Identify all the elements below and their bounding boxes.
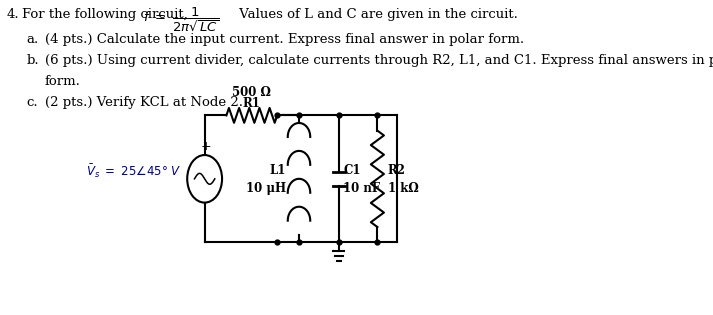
Text: R2: R2	[388, 164, 406, 177]
Text: (4 pts.) Calculate the input current. Express final answer in polar form.: (4 pts.) Calculate the input current. Ex…	[45, 33, 524, 46]
Text: b.: b.	[27, 54, 39, 67]
Text: 500 Ω: 500 Ω	[232, 86, 271, 99]
Text: C1: C1	[343, 164, 361, 177]
Text: (6 pts.) Using current divider, calculate currents through R2, L1, and C1. Expre: (6 pts.) Using current divider, calculat…	[45, 54, 713, 67]
Text: For the following circuit,: For the following circuit,	[21, 8, 192, 21]
Text: 10 nF: 10 nF	[343, 182, 381, 195]
Text: L1: L1	[270, 164, 286, 177]
Text: R1: R1	[243, 97, 261, 111]
Text: Values of L and C are given in the circuit.: Values of L and C are given in the circu…	[235, 8, 518, 21]
Text: a.: a.	[27, 33, 39, 46]
Text: $\bar{V}_s\ =\ 25\angle 45°\ V$: $\bar{V}_s\ =\ 25\angle 45°\ V$	[86, 162, 181, 180]
Text: +: +	[201, 140, 211, 153]
Text: (2 pts.) Verify KCL at Node 2.: (2 pts.) Verify KCL at Node 2.	[45, 95, 243, 109]
Text: form.: form.	[45, 75, 81, 88]
Text: 4.: 4.	[6, 8, 19, 21]
Text: 1 kΩ: 1 kΩ	[388, 182, 419, 195]
Text: 10 μH: 10 μH	[246, 182, 286, 195]
Text: $f\ =\ \dfrac{1}{2\pi\sqrt{LC}}$: $f\ =\ \dfrac{1}{2\pi\sqrt{LC}}$	[143, 5, 220, 34]
Text: c.: c.	[27, 95, 39, 109]
